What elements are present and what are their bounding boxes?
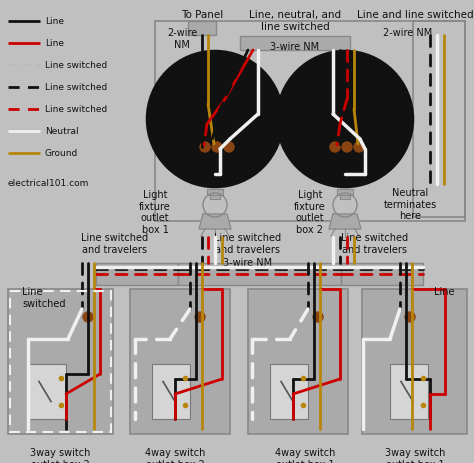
Bar	[340, 195, 350, 200]
Text: Line
switched: Line switched	[22, 287, 65, 308]
Text: Light
fixture
outlet
box 1: Light fixture outlet box 1	[139, 189, 171, 234]
Bar	[390, 364, 428, 419]
Bar	[8, 289, 113, 434]
Text: To Panel: To Panel	[181, 10, 223, 20]
Bar	[207, 189, 223, 195]
Circle shape	[212, 143, 222, 153]
Circle shape	[330, 143, 340, 153]
Polygon shape	[199, 214, 231, 230]
Text: Line: Line	[158, 111, 178, 121]
Bar	[155, 22, 465, 221]
Text: Line switched: Line switched	[45, 105, 107, 114]
Bar	[28, 364, 66, 419]
Bar	[10, 291, 111, 432]
Polygon shape	[329, 214, 361, 230]
Bar	[270, 364, 308, 419]
Bar	[341, 263, 423, 285]
Text: Line switched
and travelers: Line switched and travelers	[214, 232, 282, 254]
Circle shape	[342, 143, 352, 153]
Text: Line and line switched: Line and line switched	[357, 10, 474, 20]
Circle shape	[147, 52, 283, 188]
Bar	[188, 22, 216, 36]
Bar	[362, 289, 467, 434]
Text: 4way switch
outlet box 2: 4way switch outlet box 2	[145, 447, 205, 463]
Text: Line, neutral, and
line switched: Line, neutral, and line switched	[249, 10, 341, 31]
Text: Line: Line	[45, 39, 64, 49]
Bar	[130, 289, 230, 434]
Text: 3way switch
outlet box 2: 3way switch outlet box 2	[30, 447, 90, 463]
Circle shape	[195, 313, 205, 322]
Bar	[152, 364, 190, 419]
Bar	[210, 195, 220, 200]
Text: 3way switch
outlet box 1: 3way switch outlet box 1	[385, 447, 445, 463]
Text: electrical101.com: electrical101.com	[8, 179, 90, 188]
Circle shape	[200, 143, 210, 153]
Text: Line switched: Line switched	[45, 83, 107, 92]
Circle shape	[313, 313, 323, 322]
Bar	[240, 37, 350, 51]
Circle shape	[83, 313, 93, 322]
Text: Neutral
terminates
here: Neutral terminates here	[383, 188, 437, 221]
Text: Line switched
and travelers: Line switched and travelers	[82, 232, 148, 254]
Text: Line switched
and travelers: Line switched and travelers	[341, 232, 409, 254]
Text: 3-wire NM: 3-wire NM	[223, 257, 273, 268]
Text: Line: Line	[435, 287, 455, 296]
Text: 2-wire
NM: 2-wire NM	[167, 28, 197, 50]
Text: Light
fixture
outlet
box 2: Light fixture outlet box 2	[294, 189, 326, 234]
Bar	[248, 289, 348, 434]
Bar	[178, 263, 341, 285]
Bar	[96, 263, 178, 285]
Circle shape	[224, 143, 234, 153]
Text: Neutral: Neutral	[45, 127, 79, 136]
Circle shape	[354, 143, 364, 153]
Text: 2-wire NM: 2-wire NM	[383, 28, 433, 38]
Circle shape	[277, 52, 413, 188]
Bar	[337, 189, 353, 195]
Text: Line switched: Line switched	[45, 62, 107, 70]
Text: 3-wire NM: 3-wire NM	[271, 42, 319, 52]
Circle shape	[405, 313, 415, 322]
Text: 4way switch
outlet box 1: 4way switch outlet box 1	[275, 447, 335, 463]
Text: Line: Line	[45, 18, 64, 26]
Text: Ground: Ground	[45, 149, 78, 158]
